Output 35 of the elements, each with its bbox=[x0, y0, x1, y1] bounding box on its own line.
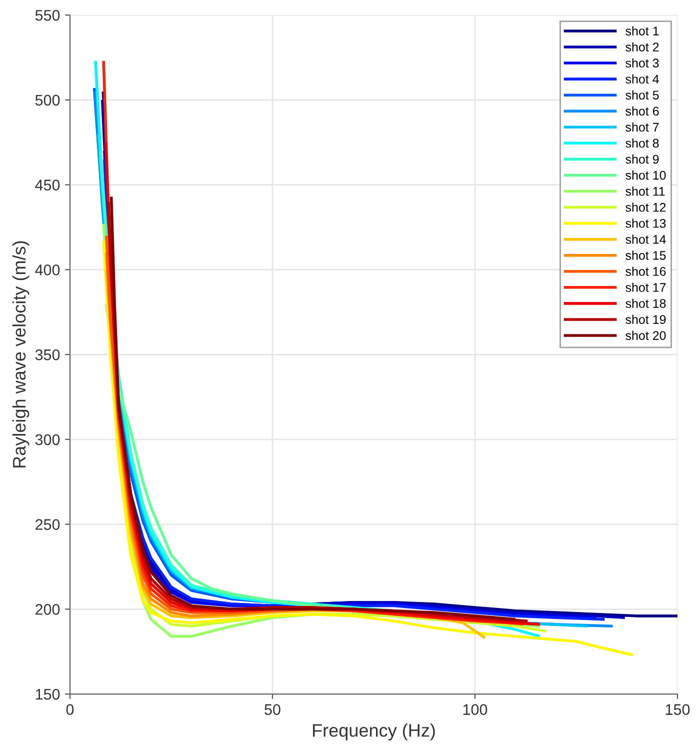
legend-label: shot 19 bbox=[626, 314, 666, 324]
legend-label: shot 17 bbox=[626, 282, 666, 292]
y-tick-label: 250 bbox=[36, 519, 60, 530]
x-tick-label: 150 bbox=[666, 704, 690, 715]
y-tick-label: 450 bbox=[35, 180, 60, 190]
legend-label: shot 18 bbox=[626, 298, 666, 308]
legend-label: shot 12 bbox=[626, 202, 666, 212]
legend-label: shot 16 bbox=[626, 266, 666, 276]
x-tick-label: 0 bbox=[66, 704, 74, 715]
legend-label: shot 2 bbox=[626, 42, 659, 52]
x-tick-label: 50 bbox=[264, 704, 280, 715]
y-tick-label: 350 bbox=[35, 349, 60, 360]
legend-label: shot 13 bbox=[626, 218, 666, 228]
legend-label: shot 15 bbox=[626, 250, 666, 260]
legend-label: shot 6 bbox=[626, 106, 659, 116]
x-tick-label: 100 bbox=[463, 704, 488, 715]
legend-label: shot 7 bbox=[626, 122, 659, 132]
legend-label: shot 9 bbox=[626, 154, 659, 164]
legend-label: shot 4 bbox=[626, 74, 659, 84]
legend-label: shot 11 bbox=[626, 186, 665, 196]
y-tick-label: 550 bbox=[35, 10, 60, 21]
legend-label: shot 10 bbox=[626, 170, 666, 180]
legend-label: shot 20 bbox=[626, 330, 666, 340]
legend-label: shot 1 bbox=[626, 26, 659, 36]
legend-label: shot 3 bbox=[626, 58, 659, 68]
legend-label: shot 5 bbox=[626, 90, 659, 100]
y-axis-title: Rayleigh wave velocity (m/s) bbox=[12, 241, 30, 468]
legend-label: shot 14 bbox=[626, 234, 666, 244]
y-tick-label: 500 bbox=[35, 94, 60, 106]
y-tick-label: 150 bbox=[36, 688, 60, 700]
y-tick-label: 400 bbox=[35, 264, 60, 276]
y-tick-label: 200 bbox=[36, 604, 60, 615]
x-axis-title: Frequency (Hz) bbox=[313, 724, 435, 740]
y-tick-label: 300 bbox=[35, 434, 60, 446]
legend-label: shot 8 bbox=[626, 138, 659, 148]
